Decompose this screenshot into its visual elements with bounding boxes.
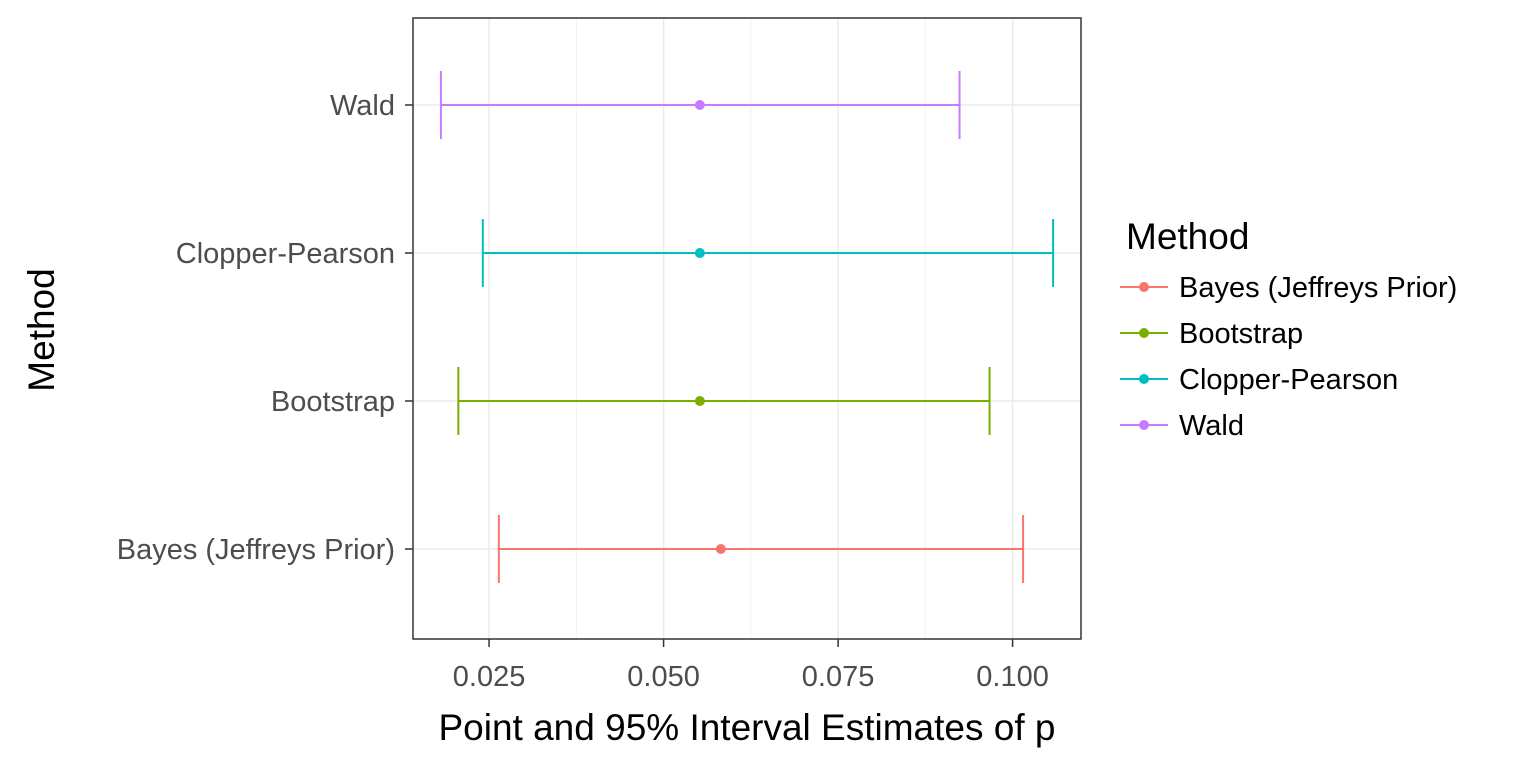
legend-title: Method: [1126, 216, 1249, 257]
y-tick-label: Bootstrap: [271, 386, 395, 418]
x-axis: 0.025 0.050 0.075 0.100: [453, 639, 1049, 693]
point-estimate: [694, 100, 705, 110]
plot-panel-background: [413, 18, 1081, 639]
legend-key-point: [1139, 374, 1149, 384]
y-axis: Bayes (Jeffreys Prior) Bootstrap Clopper-P…: [117, 90, 413, 566]
legend-label: Clopper-Pearson: [1179, 364, 1398, 396]
point-estimate: [694, 248, 705, 258]
x-tick-label: 0.050: [627, 661, 700, 693]
y-tick-label: Clopper-Pearson: [176, 238, 395, 270]
point-estimate: [715, 544, 726, 554]
legend-label: Bayes (Jeffreys Prior): [1179, 272, 1457, 304]
interval-marks: [439, 71, 1055, 583]
x-tick-label: 0.025: [453, 661, 526, 693]
legend-key-point: [1139, 328, 1149, 338]
point-estimate: [694, 396, 705, 406]
y-axis-title: Method: [21, 268, 62, 391]
x-tick-label: 0.100: [976, 661, 1049, 693]
y-tick-label: Wald: [330, 90, 395, 122]
y-tick-label: Bayes (Jeffreys Prior): [117, 534, 395, 566]
x-axis-title: Point and 95% Interval Estimates of p: [438, 707, 1055, 748]
x-tick-label: 0.075: [802, 661, 875, 693]
legend: Method Bayes (Jeffreys Prior) Bootstrap Cl…: [1120, 216, 1457, 442]
plot-panel-border: [412, 17, 1082, 640]
legend-label: Bootstrap: [1179, 318, 1303, 350]
legend-key-point: [1139, 420, 1149, 430]
legend-label: Wald: [1179, 410, 1244, 442]
legend-key-point: [1139, 282, 1149, 292]
